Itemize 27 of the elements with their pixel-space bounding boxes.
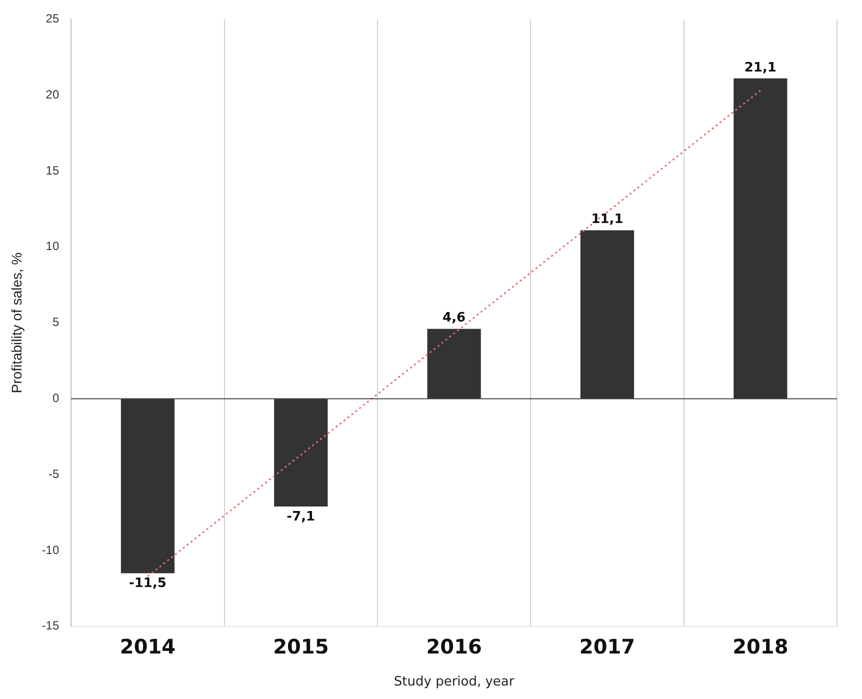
- x-tick-label: 2018: [732, 634, 788, 659]
- bar: [120, 398, 175, 574]
- bar: [734, 78, 788, 399]
- y-tick-label: -15: [42, 618, 60, 633]
- y-tick-label: -10: [42, 542, 60, 557]
- y-tick-label: 15: [46, 163, 60, 178]
- bar: [274, 398, 328, 506]
- y-tick-label: -5: [48, 466, 60, 481]
- y-tick-label: 5: [52, 315, 60, 330]
- data-label: 11,1: [591, 212, 624, 228]
- y-tick-label: 0: [52, 391, 60, 406]
- line-series: [146, 90, 762, 578]
- y-axis-title: Profitability of sales, %: [8, 252, 24, 394]
- bar: [427, 328, 481, 399]
- data-label: -11,5: [128, 576, 166, 592]
- x-tick-label: 2017: [579, 634, 636, 659]
- y-tick-label: 10: [46, 239, 60, 254]
- bar: [580, 230, 634, 399]
- x-tick-label: 2015: [273, 634, 329, 659]
- data-label: 21,1: [744, 60, 776, 76]
- x-tick-label: 2016: [426, 634, 482, 659]
- data-label: 4,6: [442, 310, 466, 326]
- x-tick-label: 2014: [120, 634, 176, 659]
- y-tick-label: 20: [46, 87, 60, 102]
- y-tick-label: 25: [46, 12, 60, 26]
- x-axis-title: Study period, year: [394, 674, 515, 690]
- data-label: -7,1: [286, 509, 316, 524]
